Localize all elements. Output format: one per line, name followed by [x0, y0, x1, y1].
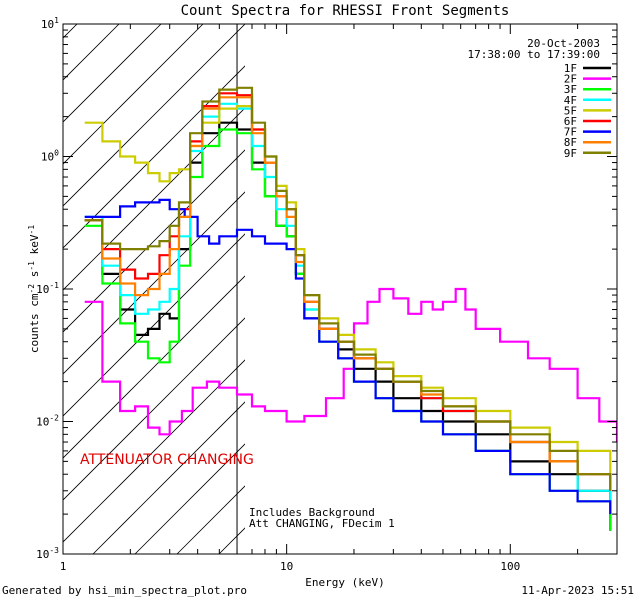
hatch-line — [0, 0, 23, 554]
y-tick-label: 10-3 — [36, 546, 59, 561]
hatch-line — [92, 401, 245, 554]
hatch-line — [63, 149, 245, 333]
generated-by-label: Generated by hsi_min_spectra_plot.pro — [2, 584, 247, 597]
hatch-line — [261, 0, 640, 554]
series-line-2F — [84, 287, 617, 442]
hatch-line — [134, 443, 245, 554]
date-label: 20-Oct-2003 — [527, 37, 600, 50]
legend-label-1F: 1F — [564, 62, 577, 75]
series-line-5F — [84, 105, 612, 475]
legend-label-3F: 3F — [564, 83, 577, 96]
time-range-label: 17:38:00 to 17:39:00 — [468, 48, 600, 61]
hatch-line — [303, 0, 640, 554]
legend-label-6F: 6F — [564, 115, 577, 128]
x-tick-label: 1 — [60, 560, 67, 573]
attenuator-changing-label: ATTENUATOR CHANGING — [80, 452, 254, 468]
x-axis-label: Energy (keV) — [305, 576, 384, 589]
hatch-line — [63, 107, 245, 291]
legend-label-9F: 9F — [564, 147, 577, 160]
hatch-line — [63, 24, 120, 81]
hatch-line — [63, 24, 204, 165]
legend-label-2F: 2F — [564, 73, 577, 86]
hatch-line — [63, 275, 245, 459]
y-axis-label: counts cm-2 s-1 keV-1 — [27, 225, 41, 353]
y-tick-label: 101 — [41, 16, 59, 31]
x-tick-label: 100 — [500, 560, 520, 573]
legend-label-5F: 5F — [564, 104, 577, 117]
series-line-1F — [84, 121, 612, 531]
series-line-8F — [84, 96, 612, 491]
hatch-line — [63, 24, 162, 123]
timestamp-label: 11-Apr-2023 15:51 — [521, 584, 634, 597]
series-line-6F — [84, 92, 612, 491]
attenuator-shaded-region — [0, 0, 640, 554]
hatch-line — [63, 359, 245, 543]
legend-label-4F: 4F — [564, 94, 577, 107]
hatch-line — [63, 24, 78, 39]
hatch-line — [63, 65, 245, 249]
chart-title: Count Spectra for RHESSI Front Segments — [181, 3, 510, 19]
hatch-line — [63, 191, 245, 375]
hatch-line — [63, 317, 245, 501]
y-tick-label: 10-1 — [36, 281, 59, 296]
hatch-line — [345, 0, 640, 554]
legend-label-8F: 8F — [564, 136, 577, 149]
y-tick-label: 10-2 — [36, 414, 59, 429]
x-tick-label: 10 — [280, 560, 293, 573]
note-attenuator-status: Att CHANGING, FDecim 1 — [249, 517, 395, 530]
legend-label-7F: 7F — [564, 126, 577, 139]
series-line-9F — [84, 86, 612, 491]
series-line-7F — [84, 198, 612, 515]
y-tick-label: 100 — [41, 149, 59, 164]
hatch-line — [63, 24, 245, 207]
note-includes-background: Includes Background — [249, 506, 375, 519]
hatch-line — [63, 233, 245, 417]
